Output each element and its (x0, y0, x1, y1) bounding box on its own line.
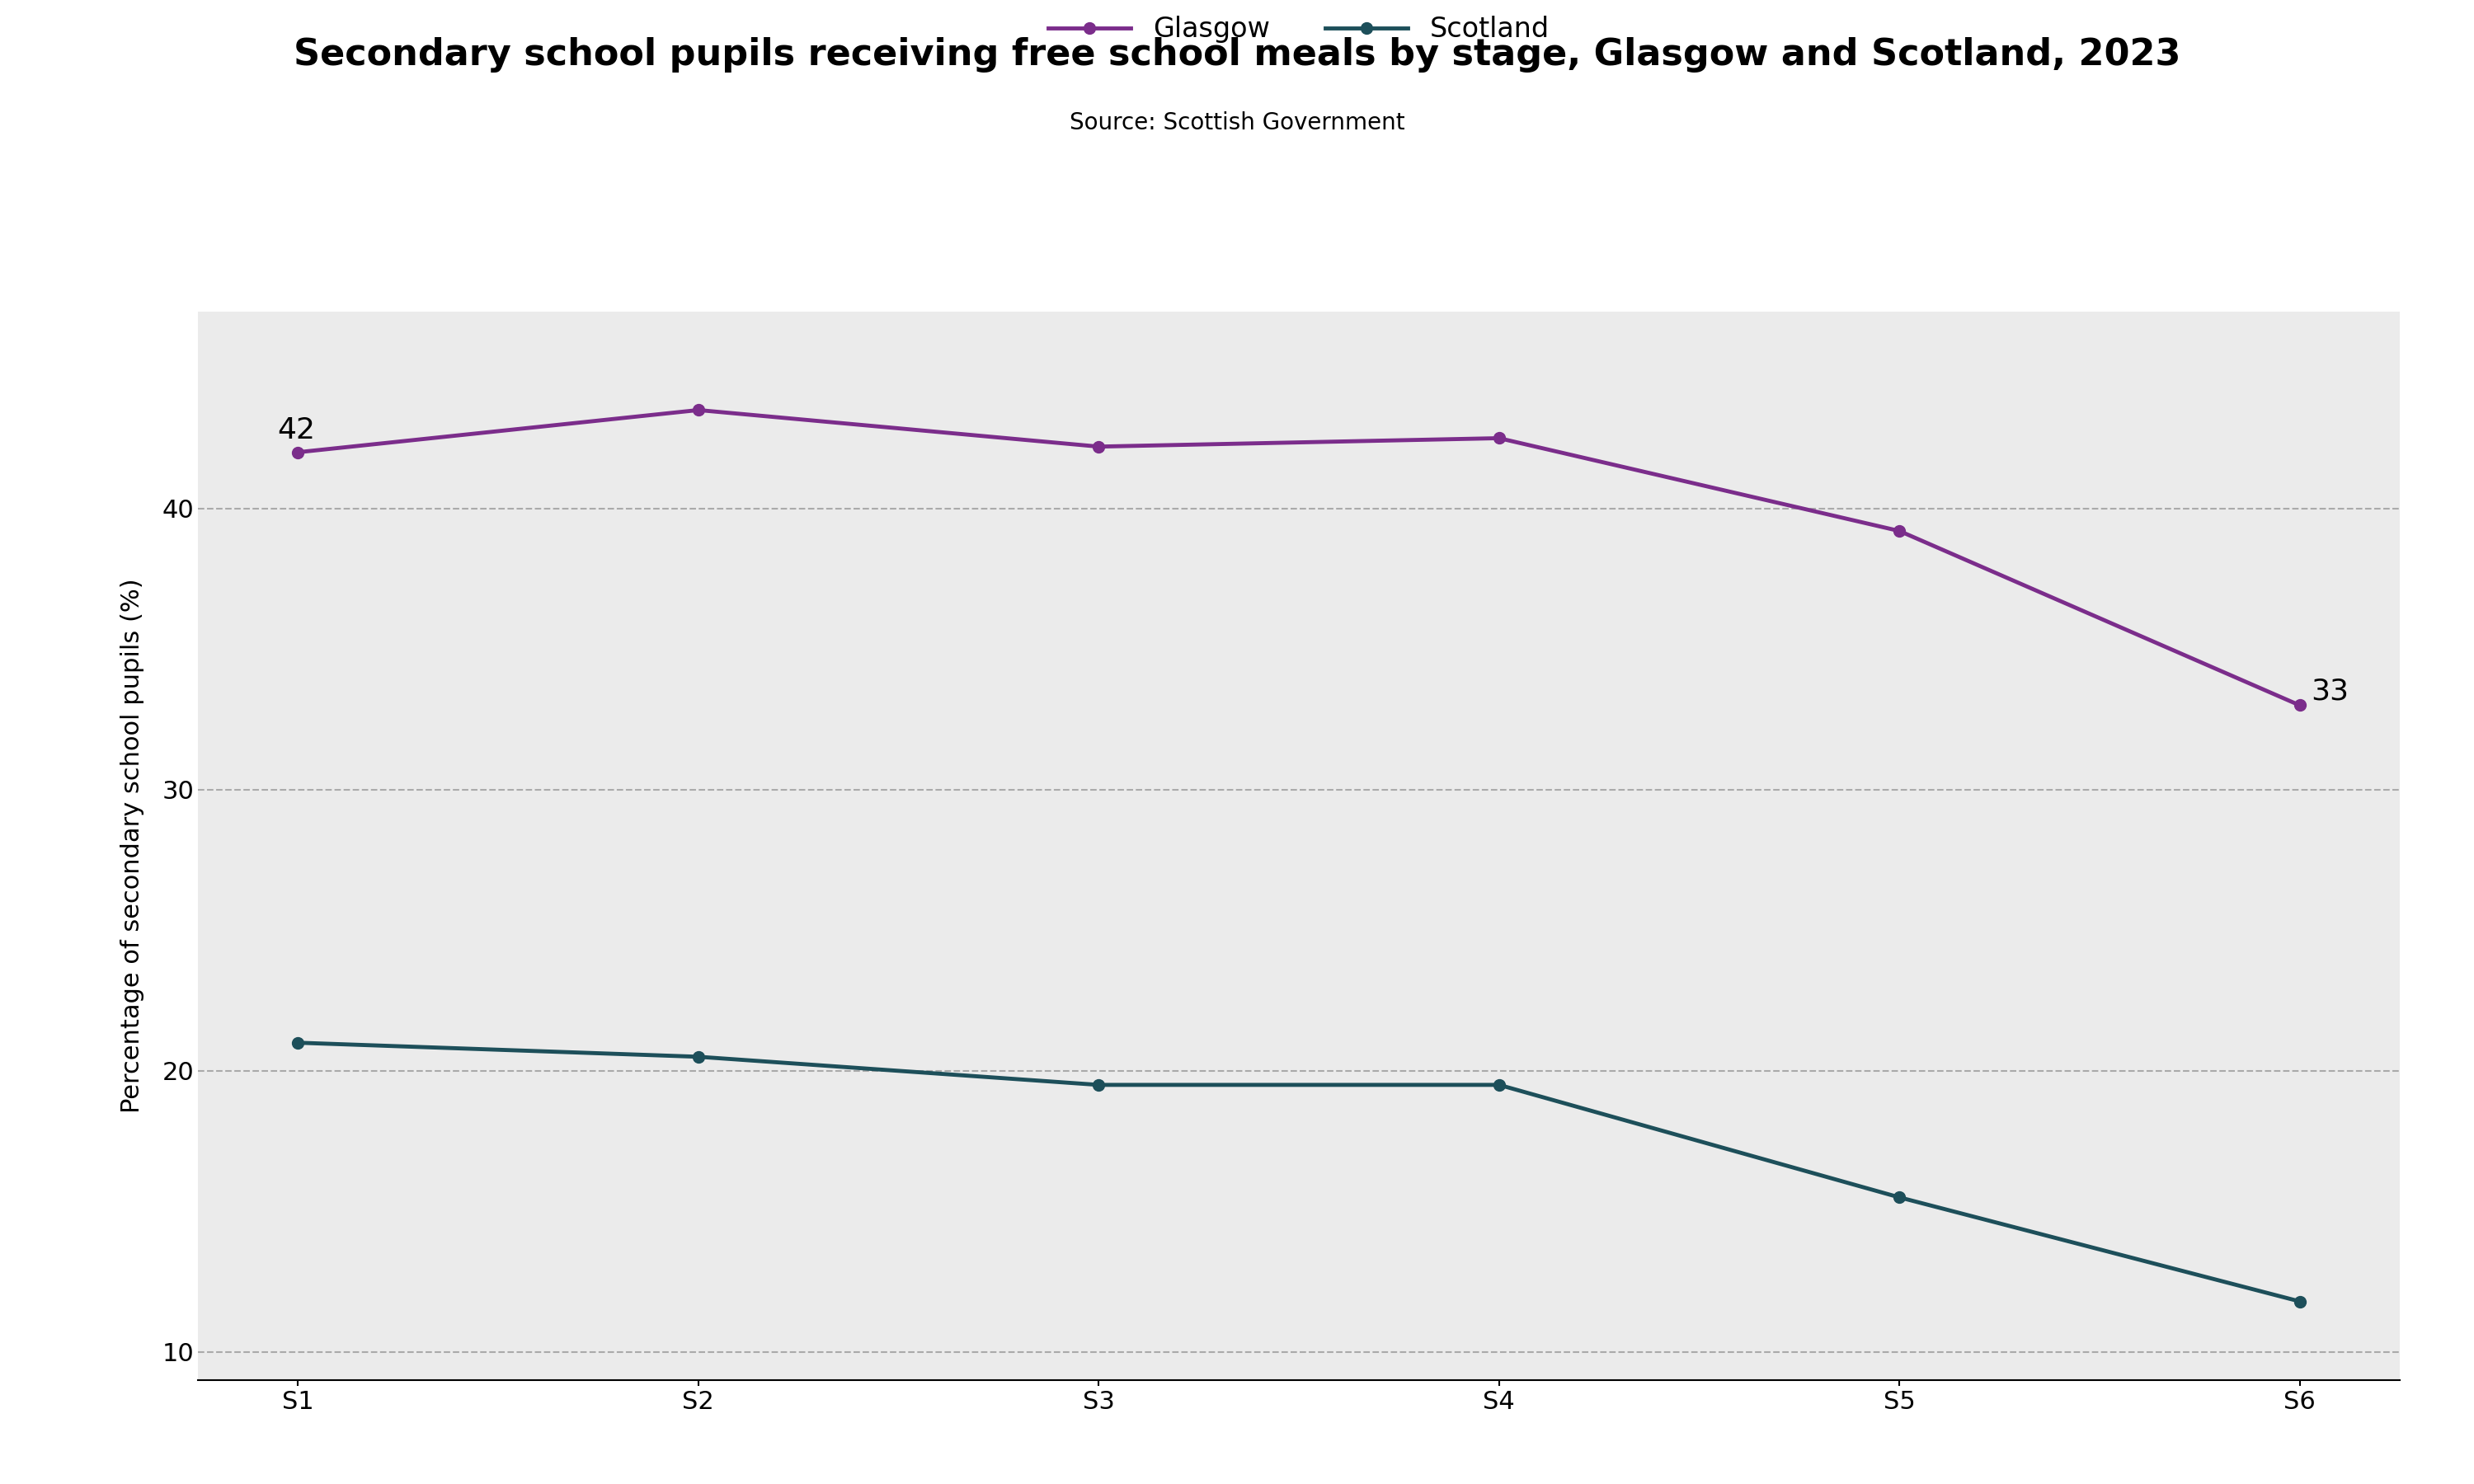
Scotland (1885, 1189, 1915, 1206)
Legend: Glasgow, Scotland: Glasgow, Scotland (1037, 4, 1561, 53)
Glasgow (282, 444, 312, 462)
Text: 33: 33 (2311, 677, 2350, 705)
Glasgow (1084, 438, 1113, 456)
Y-axis label: Percentage of secondary school pupils (%): Percentage of secondary school pupils (%… (121, 579, 143, 1113)
Glasgow (2286, 696, 2316, 714)
Glasgow (683, 401, 713, 418)
Line: Scotland: Scotland (292, 1037, 2306, 1307)
Glasgow (1885, 522, 1915, 540)
Glasgow (1484, 429, 1514, 447)
Scotland (1084, 1076, 1113, 1094)
Scotland (1484, 1076, 1514, 1094)
Scotland (2286, 1293, 2316, 1310)
Line: Glasgow: Glasgow (292, 404, 2306, 711)
Scotland (683, 1048, 713, 1066)
Scotland (282, 1034, 312, 1052)
Text: Source: Scottish Government: Source: Scottish Government (1069, 111, 1405, 135)
Text: Secondary school pupils receiving free school meals by stage, Glasgow and Scotla: Secondary school pupils receiving free s… (294, 37, 2180, 73)
Text: 42: 42 (277, 416, 314, 444)
